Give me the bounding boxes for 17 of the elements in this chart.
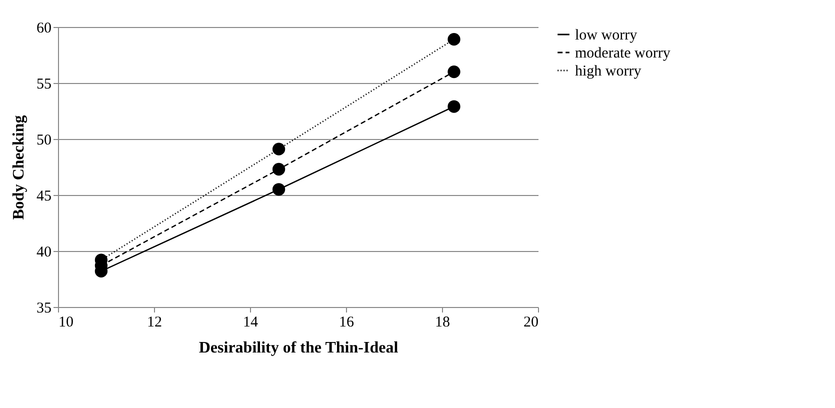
y-tick-label: 35	[36, 300, 52, 316]
legend-label: moderate worry	[575, 46, 671, 62]
x-tick-label: 10	[58, 314, 74, 330]
y-tick-label: 60	[36, 20, 52, 36]
y-tick-label: 55	[36, 76, 52, 92]
x-axis-title: Desirability of the Thin-Ideal	[198, 340, 399, 356]
x-tick-label: 20	[524, 314, 538, 330]
y-tick-label: 45	[36, 188, 52, 204]
y-tick-label: 50	[36, 132, 52, 148]
x-tick-label: 12	[147, 314, 162, 330]
y-axis-title: Body Checking	[10, 115, 28, 220]
x-tick-label: 14	[243, 314, 258, 330]
x-tick-label: 18	[435, 314, 450, 330]
y-tick-label: 40	[36, 244, 52, 260]
x-tick-label: 16	[339, 314, 354, 330]
legend-label: low worry	[575, 28, 638, 44]
legend-label: high worry	[575, 64, 642, 80]
